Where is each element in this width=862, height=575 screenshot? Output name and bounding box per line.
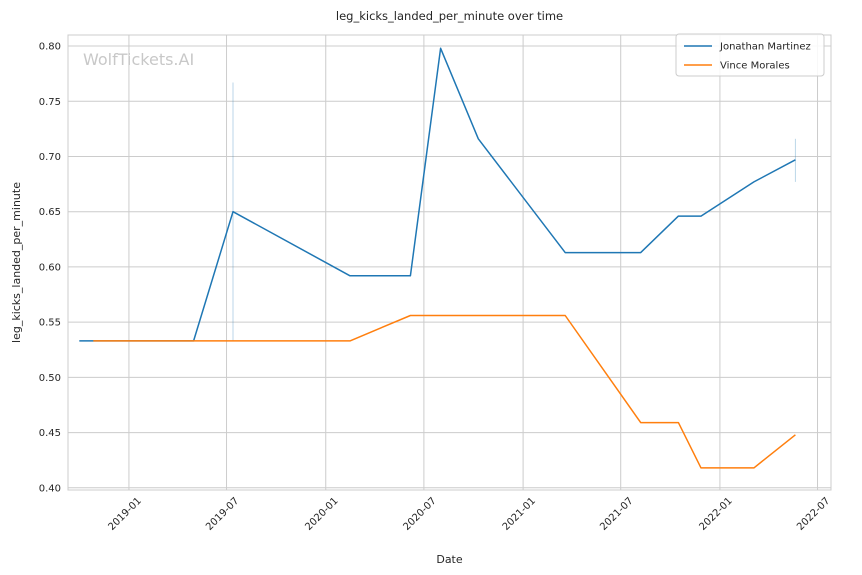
y-tick-label: 0.75 — [39, 97, 61, 108]
x-tick-label: 2021-07 — [598, 496, 635, 533]
x-tick-label: 2022-07 — [795, 496, 832, 533]
x-tick-label: 2022-01 — [697, 496, 734, 533]
y-tick-label: 0.80 — [39, 42, 61, 53]
y-axis-label: leg_kicks_landed_per_minute — [10, 182, 23, 343]
series-line-1 — [93, 314, 796, 469]
x-tick-label: 2019-07 — [204, 496, 241, 533]
series-line-0 — [79, 47, 796, 342]
legend: Jonathan Martinez Vince Morales — [675, 33, 825, 77]
x-axis-label: Date — [436, 553, 463, 566]
y-tick-label: 0.55 — [39, 318, 61, 329]
y-tick-label: 0.60 — [39, 262, 61, 273]
y-axis-ticks: 0.40 0.45 0.50 0.55 0.60 0.65 0.70 0.75 0.80 — [39, 42, 61, 495]
y-tick-label: 0.65 — [39, 207, 61, 218]
y-tick-label: 0.45 — [39, 428, 61, 439]
x-tick-label: 2019-01 — [106, 496, 143, 533]
y-tick-label: 0.40 — [39, 483, 61, 494]
series-lines — [79, 47, 796, 469]
x-tick-label: 2020-01 — [303, 496, 340, 533]
plot-area-frame — [67, 34, 832, 491]
y-tick-label: 0.70 — [39, 152, 61, 163]
legend-label: Jonathan Martinez — [719, 42, 811, 53]
legend-label: Vince Morales — [720, 61, 790, 72]
x-tick-label: 2020-07 — [401, 496, 438, 533]
y-tick-label: 0.50 — [39, 373, 61, 384]
chart-title: leg_kicks_landed_per_minute over time — [336, 9, 563, 23]
legend-items: Jonathan Martinez Vince Morales — [684, 42, 811, 72]
watermark: WolfTickets.AI — [83, 50, 194, 69]
x-axis-ticks: 2019-01 2019-07 2020-01 2020-07 2021-01 2021-… — [106, 496, 832, 533]
grid — [68, 35, 831, 490]
x-tick-label: 2021-01 — [501, 496, 538, 533]
legend-box — [675, 33, 825, 77]
